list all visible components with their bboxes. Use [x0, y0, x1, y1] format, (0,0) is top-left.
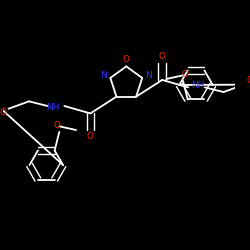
Text: O: O [246, 76, 250, 85]
Text: O: O [159, 52, 166, 61]
Text: O: O [0, 108, 6, 117]
Text: NH: NH [191, 81, 204, 90]
Text: NH: NH [46, 103, 60, 112]
Text: O: O [87, 132, 94, 141]
Text: N: N [145, 71, 152, 80]
Text: O: O [123, 56, 130, 64]
Text: O: O [54, 121, 61, 130]
Text: N: N [100, 71, 107, 80]
Text: O: O [182, 70, 188, 79]
